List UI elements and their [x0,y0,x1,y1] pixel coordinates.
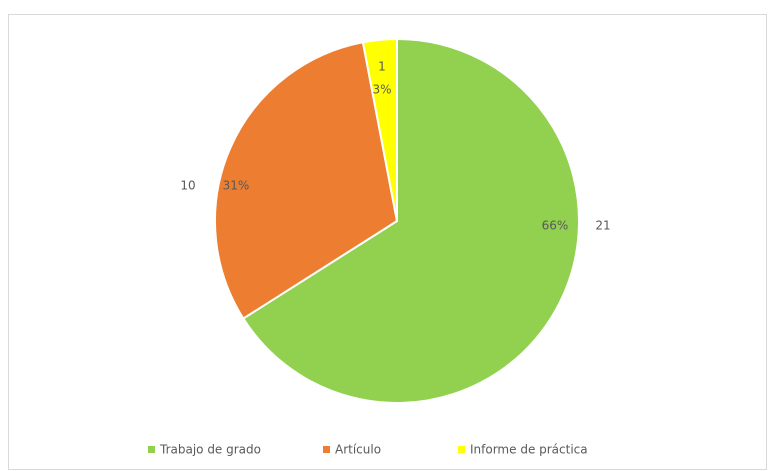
pie-slice [361,37,398,222]
count-label: 21 [595,219,610,233]
legend-swatch [323,446,330,453]
percent-label: 3% [372,83,391,97]
count-label: 1 [378,60,386,74]
legend-label: Artículo [335,443,381,457]
legend-swatch [458,446,465,453]
legend-label: Trabajo de grado [159,443,261,457]
pie-slice [214,41,399,320]
count-label: 10 [180,179,195,193]
percent-label: 31% [223,179,250,193]
legend-swatch [148,446,155,453]
pie-slice [241,37,580,404]
percent-label: 66% [542,219,569,233]
legend-label: Informe de práctica [470,443,588,457]
